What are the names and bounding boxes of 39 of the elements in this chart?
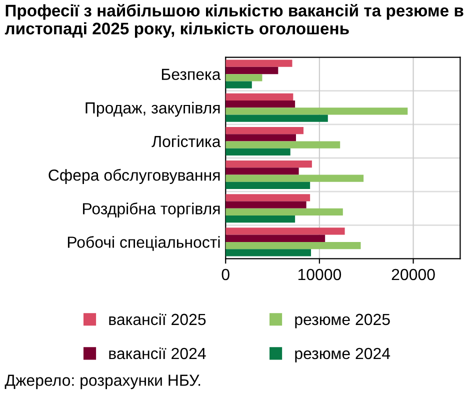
- text: Джерело: розрахунки НБУ.: [4, 374, 200, 390]
- legend-label: вакансії 2024: [109, 347, 206, 360]
- bar: [226, 208, 343, 216]
- bar: [226, 141, 340, 148]
- y-tick-label: Логістика: [152, 135, 221, 148]
- bar: [226, 114, 328, 122]
- bar: [226, 234, 326, 242]
- chart-title: Професії з найбільшою кількістю вакансій та резюме в листопаді 2025 року, кількість оголошень: [4, 4, 464, 38]
- y-tick-label: Робочі спеціальності: [68, 236, 220, 251]
- bar: [226, 66, 278, 74]
- legend-label: резюме 2025: [295, 314, 390, 328]
- bar: [226, 81, 252, 88]
- bar: [226, 160, 312, 168]
- y-tick-label: Безпека: [162, 68, 221, 80]
- legend-label: резюме 2024: [295, 348, 390, 362]
- bar: [226, 194, 310, 202]
- x-tick-label: 10000: [298, 268, 342, 280]
- bar: [226, 93, 294, 101]
- bar: [226, 108, 408, 115]
- bar: [226, 134, 296, 142]
- bar: [226, 249, 312, 256]
- bar: [226, 215, 296, 223]
- x-tick-label: 20000: [392, 268, 435, 280]
- bar: [226, 60, 292, 67]
- bar: [226, 174, 364, 182]
- y-tick-label: Роздрібна торгівля: [83, 202, 220, 218]
- bar: [226, 228, 345, 235]
- bar: [226, 100, 296, 108]
- y-tick-label: Продаж, закупівля: [86, 102, 220, 117]
- bar: [226, 74, 262, 82]
- y-tick-label: Сфера обслуговування: [48, 168, 220, 184]
- bar: [226, 148, 290, 156]
- x-tick-label: 0: [222, 268, 230, 280]
- bar: [226, 242, 361, 250]
- legend-label: вакансії 2025: [109, 313, 206, 326]
- bar: [226, 201, 306, 208]
- bar: [226, 168, 299, 175]
- bar: [226, 182, 310, 190]
- bar: [226, 126, 304, 134]
